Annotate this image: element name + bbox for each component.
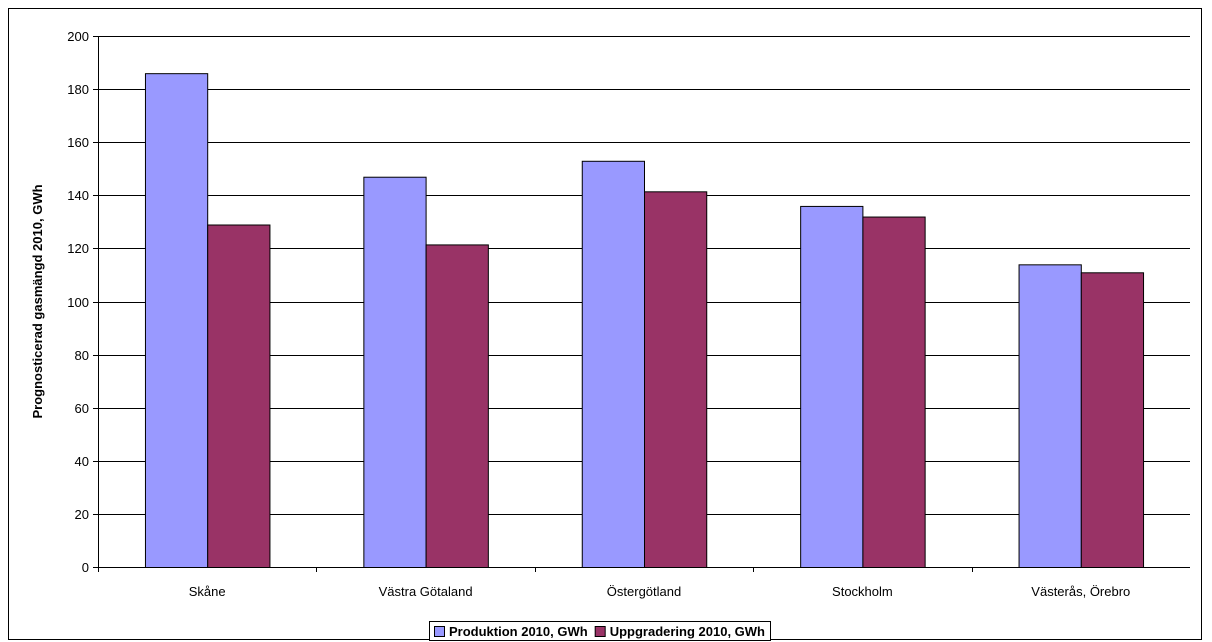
- y-tick-label: 140: [67, 188, 89, 203]
- y-tick-label: 100: [67, 295, 89, 310]
- x-tick-label: Stockholm: [832, 584, 893, 599]
- y-tick-label: 40: [75, 454, 89, 469]
- x-tick-label: Västra Götaland: [379, 584, 473, 599]
- legend: Produktion 2010, GWh Uppgradering 2010, …: [429, 621, 771, 641]
- y-tick-label: 80: [75, 348, 89, 363]
- bar-produktion: [581, 160, 645, 568]
- bar-produktion: [800, 205, 864, 568]
- y-tick-label: 120: [67, 241, 89, 256]
- y-axis-title: Prognosticerad gasmängd 2010, GWh: [30, 184, 45, 418]
- legend-label-uppgradering: Uppgradering 2010, GWh: [610, 624, 765, 639]
- bar-produktion: [1018, 264, 1082, 568]
- y-tick-label: 60: [75, 401, 89, 416]
- bars: [144, 73, 1145, 568]
- gridlines: [98, 36, 1190, 515]
- axes: 0 20 40 60 80 100 120 140 160 180 200 Skåne Västra G…: [67, 29, 1190, 599]
- y-tick-label: 0: [82, 560, 89, 575]
- bar-uppgradering: [862, 216, 926, 568]
- legend-swatch-produktion: [434, 626, 445, 637]
- bar-uppgradering: [207, 224, 271, 568]
- x-tick-label: Skåne: [189, 584, 226, 599]
- y-tick-label: 200: [67, 29, 89, 44]
- legend-label-produktion: Produktion 2010, GWh: [449, 624, 588, 639]
- y-tick-label: 20: [75, 507, 89, 522]
- bar-uppgradering: [644, 191, 708, 568]
- bar-produktion: [363, 176, 427, 568]
- bar-produktion: [144, 73, 209, 568]
- x-tick-label: Östergötland: [607, 584, 681, 599]
- y-tick-label: 160: [67, 135, 89, 150]
- y-tick-label: 180: [67, 82, 89, 97]
- bar-uppgradering: [1080, 272, 1145, 568]
- bar-uppgradering: [425, 244, 489, 568]
- legend-swatch-uppgradering: [594, 626, 606, 637]
- x-tick-label: Västerås, Örebro: [1031, 584, 1130, 599]
